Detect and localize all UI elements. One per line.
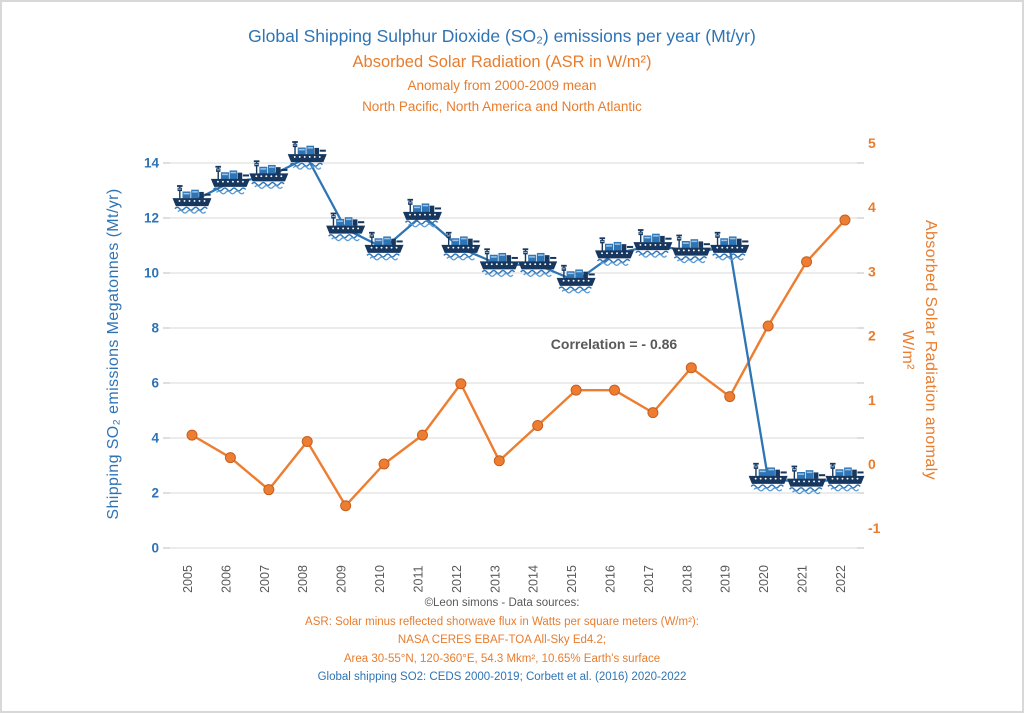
chart-subtitle-anomaly: Anomaly from 2000-2009 mean	[407, 78, 597, 93]
left-axis-tick-label: 4	[151, 431, 159, 446]
right-axis-tick-label: 0	[868, 456, 876, 472]
asr-point-marker	[570, 384, 582, 396]
left-axis-tick-label: 14	[144, 156, 160, 171]
right-axis-tick-label: 2	[868, 328, 876, 344]
asr-point-marker	[839, 214, 851, 226]
left-axis-title: Shipping SO₂ emissions Megatonnes (Mt/yr…	[105, 188, 122, 520]
asr-point-marker	[186, 429, 198, 441]
x-axis-label: 2013	[488, 565, 502, 593]
asr-line	[191, 219, 846, 507]
x-axis-label: 2009	[335, 565, 349, 593]
ship-icon	[402, 198, 443, 228]
x-axis-label: 2014	[527, 565, 541, 593]
footer-credit: ©Leon simons - Data sources:	[424, 597, 580, 609]
asr-point-marker	[455, 378, 467, 390]
ship-icon	[632, 228, 673, 258]
footer-so2-source: Global shipping SO2: CEDS 2000-2019; Cor…	[317, 671, 687, 683]
x-axis-label: 2010	[373, 565, 387, 593]
right-axis-unit: W/m²	[899, 330, 916, 370]
right-axis-tick-label: 1	[868, 392, 876, 408]
x-axis-label: 2022	[834, 565, 848, 593]
asr-point-marker	[263, 484, 275, 496]
right-axis-tick-label: -1	[868, 520, 881, 536]
so2-line	[191, 156, 846, 484]
ship-icon	[748, 462, 789, 492]
asr-point-marker	[532, 419, 544, 431]
right-axis-tick-label: 3	[868, 263, 876, 279]
x-axis-label: 2018	[680, 565, 694, 593]
asr-point-marker	[801, 256, 813, 268]
asr-point-marker	[493, 455, 505, 467]
right-axis-tick-label: 4	[868, 199, 876, 215]
x-axis-label: 2020	[757, 565, 771, 593]
ship-icon	[440, 231, 481, 261]
asr-point-marker	[340, 500, 352, 512]
right-axis-title: Absorbed Solar Radiation anomaly	[922, 219, 939, 481]
ship-icon	[556, 264, 597, 294]
x-axis-label: 2015	[565, 565, 579, 593]
asr-point-marker	[762, 320, 774, 332]
asr-point-marker	[724, 391, 736, 403]
left-axis-tick-label: 12	[144, 211, 159, 226]
right-axis-tick-label: 5	[868, 135, 876, 151]
asr-point-marker	[301, 436, 313, 448]
x-axis-label: 2017	[642, 565, 656, 593]
footer-asr-source-3: Area 30-55°N, 120-360°E, 54.3 Mkm², 10.6…	[343, 652, 661, 665]
asr-point-marker	[647, 407, 659, 419]
footer-block: ©Leon simons - Data sources: ASR: Solar …	[2, 594, 1002, 687]
left-axis-tick-label: 2	[151, 486, 159, 501]
ship-icon	[248, 159, 289, 190]
x-axis-label: 2019	[719, 565, 733, 593]
ship-icon	[517, 247, 558, 278]
x-axis-label: 2012	[450, 565, 464, 593]
x-axis-label: 2008	[296, 565, 310, 593]
x-axis-label: 2016	[604, 565, 618, 593]
x-axis-label: 2007	[258, 565, 272, 593]
x-axis-label: 2021	[796, 565, 810, 593]
asr-point-marker	[609, 384, 621, 396]
left-axis-tick-label: 0	[151, 541, 159, 556]
x-axis-label: 2005	[181, 565, 195, 593]
left-axis-tick-label: 8	[151, 321, 159, 336]
x-axis-label: 2006	[219, 565, 233, 593]
asr-point-marker	[416, 429, 428, 441]
ship-icon	[594, 236, 635, 267]
chart-title-asr: Absorbed Solar Radiation (ASR in W/m²)	[352, 53, 652, 71]
ship-icon	[479, 247, 520, 278]
asr-point-marker	[224, 452, 236, 464]
asr-point-marker	[378, 458, 390, 470]
ship-icon	[671, 234, 712, 264]
footer-asr-source-1: ASR: Solar minus reflected shorwave flux…	[305, 615, 699, 628]
ship-icon	[709, 231, 750, 261]
chart-title-block: Global Shipping Sulphur Dioxide (SO₂) em…	[2, 23, 1002, 117]
chart-subtitle-region: North Pacific, North America and North A…	[362, 99, 642, 114]
left-axis-tick-label: 10	[144, 266, 159, 281]
chart-title-so2: Global Shipping Sulphur Dioxide (SO₂) em…	[248, 26, 756, 46]
ship-icon	[786, 465, 827, 495]
x-axis-label: 2011	[411, 566, 425, 593]
right-axis-title-block: Absorbed Solar Radiation anomaly W/m²	[896, 220, 942, 480]
left-axis-tick-label: 6	[151, 376, 159, 391]
ship-icon	[824, 462, 865, 492]
ship-icon	[172, 184, 212, 214]
footer-asr-source-2: NASA CERES EBAF-TOA All-Sky Ed4.2;	[397, 634, 607, 646]
correlation-annotation: Correlation = - 0.86	[550, 336, 678, 352]
asr-point-marker	[685, 362, 697, 374]
